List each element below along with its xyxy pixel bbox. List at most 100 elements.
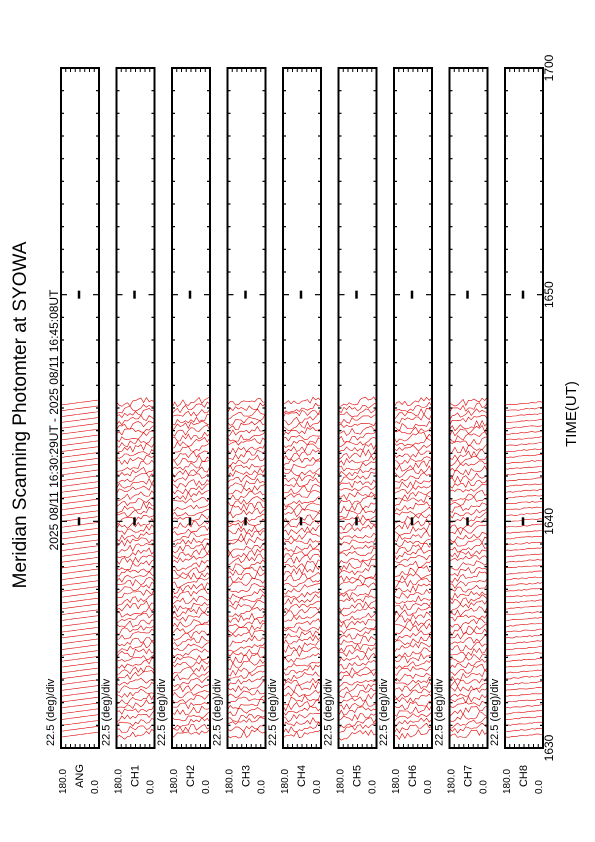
scan-trace <box>505 634 543 639</box>
scan-trace <box>505 570 543 575</box>
scan-trace <box>283 460 321 471</box>
scan-trace <box>505 506 543 511</box>
scan-trace <box>505 616 543 621</box>
scan-trace <box>227 548 266 560</box>
channel-label: CH6 <box>407 765 419 787</box>
scan-trace <box>449 594 488 605</box>
panel-ch3: 22.5 (deg)/div 180.0 0.0 CH3 <box>212 67 268 794</box>
scan-trace <box>283 524 321 536</box>
scan-trace <box>449 571 488 583</box>
scan-trace <box>172 582 210 595</box>
x-tick-labels: 1630 1640 1650 1700 <box>542 54 556 761</box>
scan-trace <box>505 640 543 645</box>
scan-trace <box>61 469 99 476</box>
scan-trace <box>116 414 155 426</box>
scan-trace <box>283 434 321 442</box>
y-tick-top: 180.0 <box>447 769 458 794</box>
scan-trace <box>283 699 321 712</box>
scan-trace <box>283 618 321 630</box>
y-tick-top: 180.0 <box>280 769 291 794</box>
panel-frame <box>393 67 433 749</box>
panel-frame <box>226 67 267 749</box>
scan-trace <box>394 431 432 443</box>
scan-trace <box>172 664 210 676</box>
scan-trace <box>505 657 543 662</box>
scan-trace <box>338 636 377 646</box>
scan-trace <box>394 396 432 408</box>
scan-trace <box>394 588 432 599</box>
scan-trace <box>116 566 155 577</box>
scan-trace <box>61 510 99 516</box>
scan-trace <box>116 558 155 571</box>
scan-trace <box>449 716 488 729</box>
scan-trace <box>283 689 321 698</box>
trace-group-ch2 <box>172 396 210 739</box>
scan-trace <box>505 565 543 569</box>
scan-trace <box>172 532 210 542</box>
scan-trace <box>116 524 155 535</box>
scan-trace <box>338 414 377 424</box>
panel-ch8: 22.5 (deg)/div 180.0 0.0 CH8 <box>489 67 545 794</box>
scan-trace <box>61 714 99 720</box>
scan-trace <box>172 408 210 417</box>
scan-trace <box>116 537 155 548</box>
scan-trace <box>116 442 155 455</box>
scan-trace <box>338 679 377 688</box>
scale-label: 22.5 (deg)/div <box>378 678 390 746</box>
scan-trace <box>505 530 543 534</box>
trace-group-ch8 <box>505 401 543 738</box>
scan-trace <box>283 661 321 671</box>
scan-trace <box>172 520 210 531</box>
scan-trace <box>394 548 432 561</box>
scan-trace <box>116 619 155 628</box>
scan-trace <box>394 635 432 646</box>
scan-trace <box>394 681 432 692</box>
scan-trace <box>116 483 155 495</box>
scan-trace <box>61 527 99 534</box>
channel-label: CH2 <box>185 765 197 787</box>
scan-trace <box>116 459 155 473</box>
scan-trace <box>505 477 543 482</box>
scan-trace <box>449 606 488 617</box>
scan-trace <box>394 693 432 704</box>
scan-trace <box>338 699 377 711</box>
scan-trace <box>116 648 155 659</box>
scan-trace <box>61 586 99 592</box>
scan-trace <box>338 507 377 518</box>
scan-trace <box>283 594 321 606</box>
scan-trace <box>227 699 266 711</box>
scan-trace <box>227 641 266 652</box>
scan-trace <box>505 664 543 668</box>
scan-trace <box>227 707 266 717</box>
x-axis-label: TIME(UT) <box>563 381 580 447</box>
scan-trace <box>61 557 99 563</box>
channel-label: ANG <box>74 764 86 788</box>
scan-trace <box>116 654 155 662</box>
scan-trace <box>449 524 488 536</box>
scan-trace <box>283 437 321 448</box>
scan-trace <box>505 559 543 563</box>
scan-trace <box>172 496 210 504</box>
scan-trace <box>394 665 432 676</box>
scan-trace <box>449 496 488 506</box>
scan-trace <box>338 430 377 443</box>
scan-trace <box>449 472 488 484</box>
scan-trace <box>172 576 210 589</box>
scale-label: 22.5 (deg)/div <box>434 678 446 746</box>
scan-trace <box>394 523 432 536</box>
scan-trace <box>116 473 155 484</box>
scan-trace <box>172 595 210 606</box>
y-tick-bottom: 0.0 <box>90 780 101 794</box>
scan-trace <box>449 612 488 622</box>
scan-trace <box>116 677 155 686</box>
scan-trace <box>283 564 321 578</box>
scan-trace <box>172 542 210 554</box>
scan-trace <box>505 546 543 551</box>
scan-trace <box>449 536 488 547</box>
scan-trace <box>116 600 155 612</box>
y-tick-top: 180.0 <box>391 769 402 794</box>
panel-ch1: 22.5 (deg)/div 180.0 0.0 CH1 <box>101 67 157 794</box>
scan-trace <box>116 612 155 625</box>
scan-trace <box>449 560 488 571</box>
scan-trace <box>283 705 321 716</box>
